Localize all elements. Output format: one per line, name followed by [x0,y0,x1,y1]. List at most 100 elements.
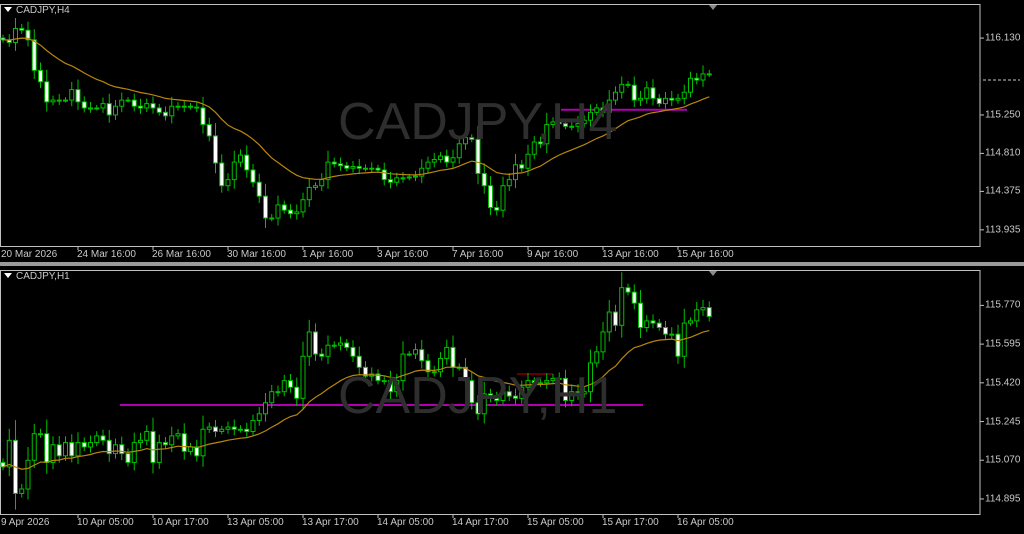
price-axis-label: 115.245 [985,416,1021,428]
bear-candle [631,291,637,304]
h1-chart-canvas[interactable] [0,266,1024,534]
bull-candle [506,179,512,187]
bull-candle [6,439,12,468]
bear-candle [194,106,200,109]
bull-candle [694,309,700,322]
bear-candle [388,179,393,183]
bull-candle [706,73,712,76]
bull-candle [581,119,587,125]
bull-candle [544,380,550,384]
chart-title[interactable]: CADJPY,H1 [4,271,70,282]
bear-candle [538,141,543,145]
bull-candle [75,442,81,457]
bull-candle [438,155,443,161]
bull-candle [519,386,525,399]
bear-candle [513,395,518,399]
bull-candle [431,371,437,374]
bull-candle [188,446,193,452]
time-axis-label: 3 Apr 16:00 [377,249,429,260]
bull-candle [544,124,550,145]
bear-candle [494,207,500,211]
bull-candle [688,77,693,93]
chart-frame [0,270,981,515]
bear-candle [163,442,168,446]
bull-candle [525,153,531,169]
bear-candle [469,137,475,140]
chart-title-text: CADJPY,H4 [16,5,70,16]
bull-candle [225,179,231,187]
bear-candle [563,377,568,402]
bull-candle [644,320,650,329]
chart-title[interactable]: CADJPY,H4 [4,5,70,16]
bull-candle [138,439,143,444]
bull-candle [306,186,312,201]
bull-candle [581,391,587,395]
window-separator[interactable] [0,262,1024,266]
bull-candle [325,344,331,357]
bear-candle [288,380,293,388]
bear-candle [106,103,112,116]
bear-candle [244,428,250,432]
bear-candle [375,167,381,171]
bull-candle [319,179,325,187]
triangle-down-icon[interactable] [4,7,12,12]
bull-candle [531,141,537,155]
bull-candle [463,137,468,145]
bull-candle [31,433,37,461]
moving-average-line [2,37,710,180]
bull-candle [525,380,531,388]
h4-chart-canvas[interactable] [0,0,1024,262]
chart-window-h1[interactable]: CADJPY,H1 CADJPY,H1 115.770 115.595 115.42… [0,266,1024,534]
bear-candle [475,138,481,174]
time-axis-label: 15 Apr 05:00 [527,517,584,528]
time-axis-label: 10 Apr 17:00 [152,517,209,528]
bear-candle [213,135,218,164]
bull-candle [594,351,600,364]
bull-candle [113,444,118,455]
bull-candle [575,123,581,127]
bull-candle [231,161,237,181]
price-axis-label: 115.420 [985,377,1021,389]
bull-candle [381,380,387,383]
bear-candle [344,342,350,348]
bear-candle [663,327,668,335]
bull-candle [281,380,287,393]
bull-candle [363,167,368,170]
bull-candle [88,107,93,110]
bull-candle [594,107,600,113]
bull-candle [113,105,118,116]
bear-candle [375,373,381,382]
bull-candle [169,105,175,117]
bear-candle [231,426,237,430]
bull-candle [19,488,25,494]
price-axis-label: 115.595 [985,338,1021,350]
price-axis-label: 113.935 [985,224,1021,236]
bull-candle [306,331,312,357]
bear-candle [631,84,637,101]
chart-title-text: CADJPY,H1 [16,271,70,282]
chart-window-h4[interactable]: CADJPY,H4 CADJPY,H4 116.130 115.250 114.81… [0,0,1024,262]
bear-candle [506,391,512,397]
bear-candle [381,169,387,181]
bear-candle [694,77,700,81]
time-axis-label: 15 Apr 16:00 [677,249,734,260]
bull-candle [538,382,543,385]
price-axis-label: 115.770 [985,299,1021,311]
bull-candle [50,99,56,103]
time-axis-label: 14 Apr 05:00 [377,517,434,528]
bear-candle [244,154,250,171]
bull-candle [269,217,275,220]
bear-candle [206,124,212,137]
bear-candle [475,402,481,415]
bull-candle [313,185,318,188]
time-axis-label: 13 Apr 05:00 [227,517,284,528]
triangle-down-icon[interactable] [4,273,12,278]
bull-candle [413,349,418,355]
bull-candle [181,105,187,108]
bull-candle [338,342,343,346]
bear-candle [56,444,62,457]
bull-candle [25,459,31,490]
bear-candle [469,380,475,404]
bear-candle [494,397,500,402]
bear-candle [150,103,156,109]
